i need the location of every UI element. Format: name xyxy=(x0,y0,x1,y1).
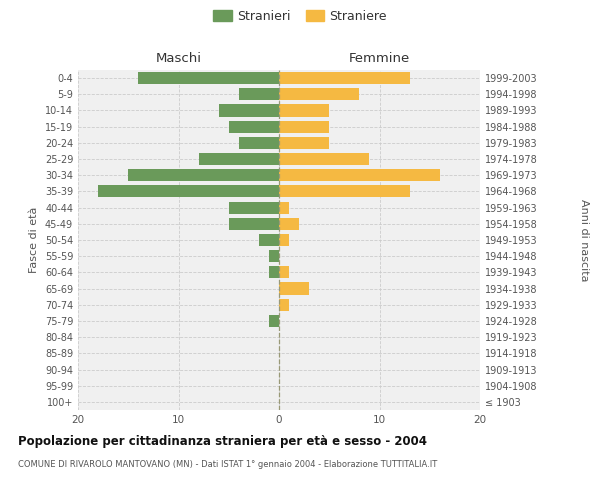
Bar xyxy=(229,202,279,213)
Bar xyxy=(199,153,279,165)
Bar xyxy=(218,104,279,117)
Bar xyxy=(279,153,370,165)
Legend: Stranieri, Straniere: Stranieri, Straniere xyxy=(209,6,391,26)
Bar xyxy=(279,137,329,149)
Bar xyxy=(128,169,279,181)
Bar xyxy=(239,137,279,149)
Bar xyxy=(279,104,329,117)
Bar xyxy=(98,186,279,198)
Bar xyxy=(279,266,289,278)
Bar xyxy=(279,298,289,311)
Bar xyxy=(259,234,279,246)
Bar xyxy=(279,72,410,84)
Bar xyxy=(279,169,440,181)
Bar xyxy=(279,202,289,213)
Bar xyxy=(279,234,289,246)
Text: Maschi: Maschi xyxy=(155,52,202,65)
Bar xyxy=(229,218,279,230)
Bar xyxy=(279,218,299,230)
Text: Popolazione per cittadinanza straniera per età e sesso - 2004: Popolazione per cittadinanza straniera p… xyxy=(18,435,427,448)
Bar xyxy=(239,88,279,101)
Bar xyxy=(229,120,279,132)
Bar xyxy=(269,266,279,278)
Y-axis label: Anni di nascita: Anni di nascita xyxy=(579,198,589,281)
Bar xyxy=(279,186,410,198)
Y-axis label: Fasce di età: Fasce di età xyxy=(29,207,39,273)
Bar xyxy=(279,282,309,294)
Bar xyxy=(138,72,279,84)
Bar xyxy=(279,120,329,132)
Bar xyxy=(269,315,279,327)
Text: Femmine: Femmine xyxy=(349,52,410,65)
Bar xyxy=(269,250,279,262)
Bar xyxy=(279,88,359,101)
Text: COMUNE DI RIVAROLO MANTOVANO (MN) - Dati ISTAT 1° gennaio 2004 - Elaborazione TU: COMUNE DI RIVAROLO MANTOVANO (MN) - Dati… xyxy=(18,460,437,469)
